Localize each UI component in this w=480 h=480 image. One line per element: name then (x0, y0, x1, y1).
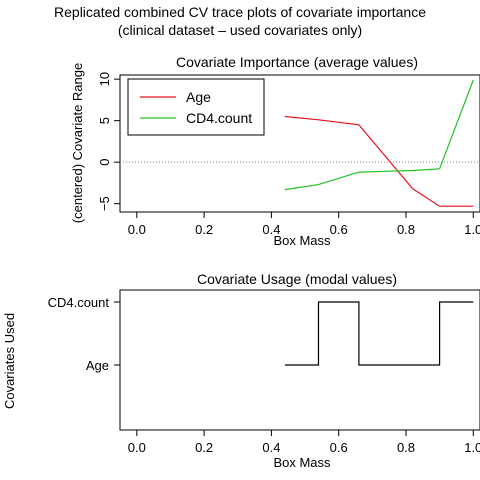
usage-plot-box (119, 289, 480, 431)
importance-x-tick-label: 0.0 (128, 222, 146, 237)
importance-x-tick-label: 0.8 (397, 222, 415, 237)
importance-x-tick-label: 0.6 (330, 222, 348, 237)
usage-step-line (284, 301, 474, 366)
importance-legend: Age CD4.count (127, 78, 265, 136)
usage-title: Covariate Usage (modal values) (197, 271, 397, 287)
usage-ylabel: Covariates Used (2, 313, 17, 409)
series-line-age (284, 115, 474, 207)
usage-x-tick-label: 0.8 (397, 440, 415, 455)
series-line-cd4-count (284, 79, 474, 191)
usage-x-tick-label: 0.2 (195, 440, 213, 455)
importance-xlabel: Box Mass (273, 233, 331, 248)
importance-ylabel: (centered) Covariate Range (70, 63, 85, 223)
importance-y-tick-label: 10 (97, 72, 112, 86)
legend-label-age: Age (186, 89, 211, 105)
usage-y-axis: Age CD4.count (48, 295, 120, 373)
importance-title: Covariate Importance (average values) (176, 54, 418, 70)
importance-y-tick-label: −5 (97, 196, 112, 211)
usage-y-tick-label: CD4.count (48, 295, 110, 310)
importance-y-tick-label: 0 (97, 159, 112, 166)
legend-box (127, 78, 265, 136)
importance-x-axis: 0.0 0.2 0.4 0.6 0.8 1.0 (128, 212, 480, 237)
usage-x-tick-label: 0.4 (262, 440, 280, 455)
figure-title-line2: (clinical dataset – used covariates only… (118, 22, 362, 38)
importance-x-tick-label: 1.0 (464, 222, 480, 237)
figure-title-line1: Replicated combined CV trace plots of co… (54, 4, 426, 20)
importance-y-tick-label: 5 (97, 117, 112, 124)
usage-x-tick-label: 0.6 (330, 440, 348, 455)
usage-x-tick-label: 0.0 (128, 440, 146, 455)
importance-series (284, 79, 474, 207)
importance-y-axis: −5 0 5 10 (97, 72, 120, 211)
usage-x-axis: 0.0 0.2 0.4 0.6 0.8 1.0 (128, 430, 480, 455)
importance-plot-box (119, 74, 480, 213)
importance-x-tick-label: 0.4 (262, 222, 280, 237)
usage-panel: Covariate Usage (modal values) Covariate… (2, 271, 480, 470)
usage-xlabel: Box Mass (273, 455, 331, 470)
importance-x-tick-label: 0.2 (195, 222, 213, 237)
usage-y-tick-label: Age (86, 358, 109, 373)
importance-panel: Covariate Importance (average values) (c… (70, 54, 480, 248)
usage-x-tick-label: 1.0 (464, 440, 480, 455)
legend-label-cd4: CD4.count (186, 110, 252, 126)
